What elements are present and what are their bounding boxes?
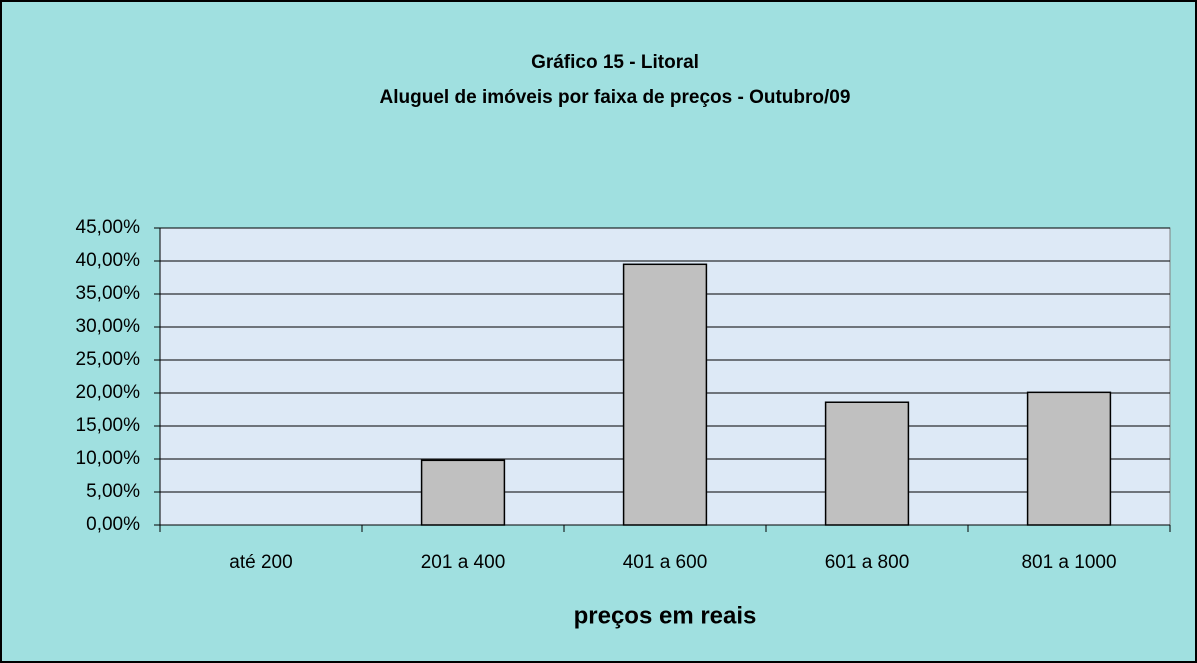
chart-subtitle: Aluguel de imóveis por faixa de preços -… [380,87,851,108]
y-tick-label: 0,00% [86,514,140,535]
y-tick-label: 40,00% [76,250,141,271]
y-tick-label: 15,00% [76,415,141,436]
x-tick-label: até 200 [229,552,292,573]
y-tick-label: 5,00% [86,481,140,502]
y-tick-label: 30,00% [76,316,141,337]
bar [824,401,910,526]
y-tick-label: 10,00% [76,448,141,469]
x-tick-label: 801 a 1000 [1021,552,1116,573]
bar [420,459,506,526]
bar [1026,391,1112,526]
x-tick-label: 201 a 400 [421,552,506,573]
bar [622,263,708,526]
x-axis-label: preços em reais [574,602,757,629]
y-tick-label: 35,00% [76,283,141,304]
y-tick-label: 25,00% [76,349,141,370]
x-tick-label: 401 a 600 [623,552,708,573]
chart-title: Gráfico 15 - Litoral [531,52,699,73]
y-tick-label: 20,00% [76,382,141,403]
y-tick-label: 45,00% [76,217,141,238]
x-tick-label: 601 a 800 [825,552,910,573]
